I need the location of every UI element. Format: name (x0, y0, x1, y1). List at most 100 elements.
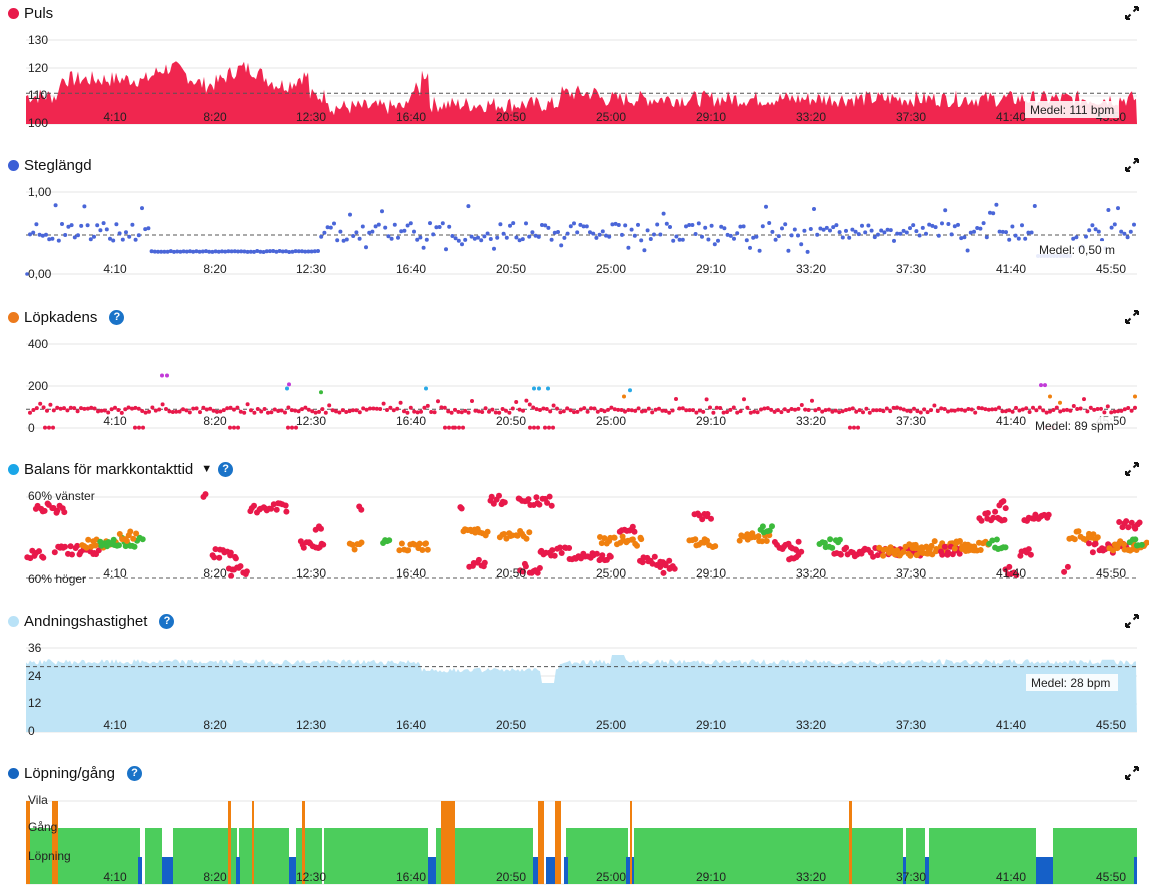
balance-point (423, 540, 429, 547)
balance-point (894, 547, 900, 554)
stride-point (188, 249, 192, 254)
balance-point (566, 545, 573, 551)
balance-point (116, 542, 122, 549)
cadence-point (602, 409, 607, 414)
stride-point (223, 249, 228, 254)
x-tick-label: 33:20 (796, 414, 826, 428)
balance-point (488, 493, 495, 500)
stride-point (498, 222, 503, 227)
cadence-point (157, 407, 162, 412)
stride-point (684, 224, 688, 229)
balance-point (54, 507, 61, 514)
stride-point (546, 225, 551, 230)
stride-point (447, 224, 452, 229)
average-label-bg (1034, 241, 1118, 258)
balance-point (83, 544, 90, 551)
cadence-point (1105, 404, 1110, 409)
stride-point (776, 234, 781, 239)
average-label: Medel: 0,50 m (1039, 243, 1115, 257)
stride-point (479, 238, 484, 243)
cadence-point (425, 403, 430, 408)
stride-point (380, 209, 384, 214)
x-tick-label: 12:30 (296, 718, 326, 732)
cadence-point (803, 407, 808, 412)
cadence-point (38, 401, 43, 406)
expand-icon[interactable] (1125, 462, 1139, 476)
cadence-point (327, 403, 332, 408)
rest-segment (441, 801, 455, 884)
cadence-point (310, 409, 315, 414)
cadence-point (204, 407, 209, 412)
cadence-point (769, 407, 774, 412)
cadence-point (443, 425, 447, 430)
cadence-point (303, 405, 308, 410)
cadence-point (245, 402, 250, 407)
balance-point (939, 551, 946, 558)
help-icon[interactable]: ? (218, 461, 234, 477)
cadence-point (670, 408, 675, 413)
cadence-point (878, 408, 882, 413)
stride-point (690, 223, 695, 227)
cadence-point (500, 407, 505, 411)
stride-point (437, 225, 442, 229)
stride-point (927, 222, 932, 227)
expand-icon[interactable] (1125, 6, 1139, 20)
stride-point (76, 233, 80, 238)
cadence-point (483, 406, 488, 411)
stride-point (264, 249, 269, 254)
stride-point (1106, 208, 1111, 212)
balance-point (1094, 534, 1101, 541)
cadence-point (1126, 406, 1131, 410)
help-icon[interactable]: ? (126, 765, 142, 781)
cadence-point (123, 407, 128, 412)
cadence-point (942, 407, 947, 411)
stride-point (373, 224, 378, 229)
balance-point (484, 528, 491, 535)
help-icon[interactable]: ? (109, 309, 125, 325)
stride-point (962, 235, 967, 240)
stride-point (792, 227, 797, 232)
balance-title[interactable]: Balans för markkontakttid (24, 460, 194, 478)
respiration-legend-dot (8, 615, 19, 627)
expand-icon[interactable] (1125, 158, 1139, 172)
cadence-point (796, 406, 801, 411)
cadence-point (993, 407, 998, 412)
cadence-point (881, 409, 886, 414)
x-tick-label: 25:00 (596, 262, 626, 276)
cadence-point (585, 409, 590, 414)
stride-point (306, 249, 311, 254)
balance-point (481, 559, 488, 566)
cadence-point (109, 407, 114, 412)
stride-point (248, 249, 253, 254)
stride-point (920, 225, 925, 230)
panel-title: Löpkadens ? (8, 308, 125, 326)
cadence-point (272, 407, 277, 412)
expand-icon[interactable] (1125, 310, 1139, 324)
cadence-point (541, 406, 546, 411)
balance-chart: 60% vänster 60% höger 4:10 8:20 12:30 16:40 20… (24, 489, 1149, 586)
stride-point (1016, 236, 1021, 241)
stride-point (911, 223, 916, 228)
help-icon[interactable]: ? (159, 613, 175, 629)
stride-point (130, 222, 135, 227)
cadence-point (547, 425, 551, 430)
expand-icon[interactable] (1125, 766, 1139, 780)
chevron-down-icon[interactable]: ▼ (201, 463, 213, 475)
balance-point (1125, 524, 1132, 531)
x-tick-label: 45:50 (1096, 566, 1126, 580)
cadence-point (1003, 409, 1008, 414)
balance-point (127, 528, 134, 535)
stride-point (568, 224, 573, 229)
cadence-point (660, 408, 665, 413)
stride-point (165, 249, 170, 254)
cadence-point (72, 406, 77, 411)
stride-point (860, 223, 864, 228)
cadence-point (473, 408, 478, 413)
cadence-legend-dot (8, 311, 19, 323)
stride-point (805, 249, 810, 254)
balance-legend-dot (8, 463, 19, 475)
expand-icon[interactable] (1125, 614, 1139, 628)
cadence-point (313, 410, 318, 415)
cadence-point (453, 407, 457, 412)
stride-point (1119, 229, 1124, 234)
